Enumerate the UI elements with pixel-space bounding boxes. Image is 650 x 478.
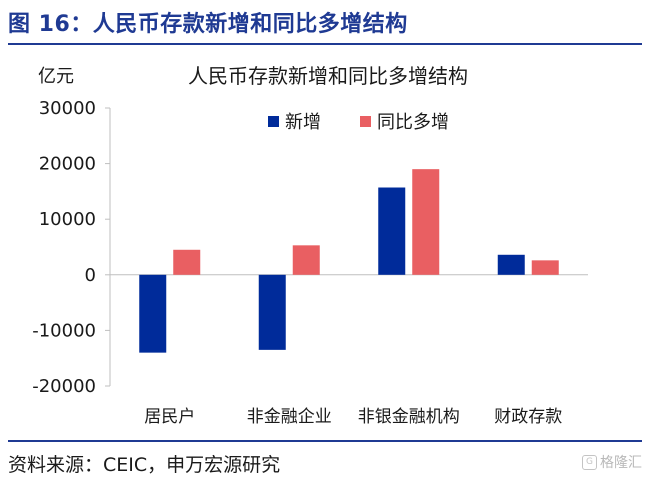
bar-new-1 <box>139 274 167 353</box>
bar-yoy-4 <box>531 260 559 275</box>
legend-swatch-1 <box>268 116 279 127</box>
y-tick-label: 0 <box>85 265 96 286</box>
figure-title: 图 16：人民币存款新增和同比多增结构 <box>8 12 408 37</box>
watermark-logo-icon: G <box>582 454 597 470</box>
bar-new-2 <box>258 274 286 350</box>
y-tick-label: 30000 <box>39 98 96 119</box>
x-category-label: 非银金融机构 <box>358 407 460 427</box>
bar-chart: 人民币存款新增和同比多增结构 亿元 -20000 -10000 0 10000 2000… <box>32 64 588 427</box>
title-divider <box>8 43 642 45</box>
legend-swatch-2 <box>360 116 371 127</box>
bar-yoy-1 <box>173 249 201 275</box>
bar-new-3 <box>378 187 406 275</box>
source-divider <box>8 440 642 442</box>
watermark: G 格隆汇 <box>582 452 642 472</box>
y-tick-label: 10000 <box>39 209 96 230</box>
bar-yoy-3 <box>412 169 440 275</box>
bar-yoy-2 <box>292 245 320 275</box>
y-tick-label: -20000 <box>32 376 96 397</box>
legend-label-1: 新增 <box>285 112 321 133</box>
watermark-text: 格隆汇 <box>600 455 642 471</box>
source-note: 资料来源：CEIC，申万宏源研究 <box>8 454 281 476</box>
y-tick-label: -10000 <box>32 320 96 341</box>
x-category-label: 财政存款 <box>494 407 562 427</box>
x-category-label: 居民户 <box>144 407 195 427</box>
legend-label-2: 同比多增 <box>377 112 449 133</box>
chart-title: 人民币存款新增和同比多增结构 <box>188 64 468 88</box>
y-axis-unit-label: 亿元 <box>38 66 74 87</box>
x-category-label: 非金融企业 <box>247 407 332 427</box>
y-tick-label: 20000 <box>39 154 96 175</box>
bar-new-4 <box>497 254 525 275</box>
